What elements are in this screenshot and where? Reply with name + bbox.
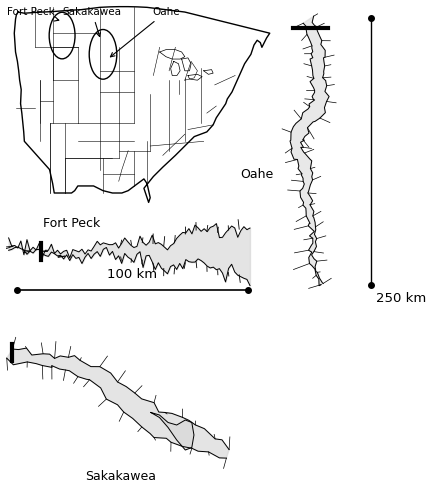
Text: Fort Peck: Fort Peck [43,217,100,230]
Text: 100 km: 100 km [107,268,157,281]
Text: Fort Peck: Fort Peck [7,7,58,21]
Text: 250 km: 250 km [375,292,425,306]
Text: Sakakawea: Sakakawea [85,470,156,483]
Polygon shape [7,348,229,458]
Text: Oahe: Oahe [240,168,273,181]
Polygon shape [289,16,329,285]
Text: Oahe: Oahe [110,7,179,57]
Text: Sakakawea: Sakakawea [62,7,121,36]
Polygon shape [150,412,194,450]
